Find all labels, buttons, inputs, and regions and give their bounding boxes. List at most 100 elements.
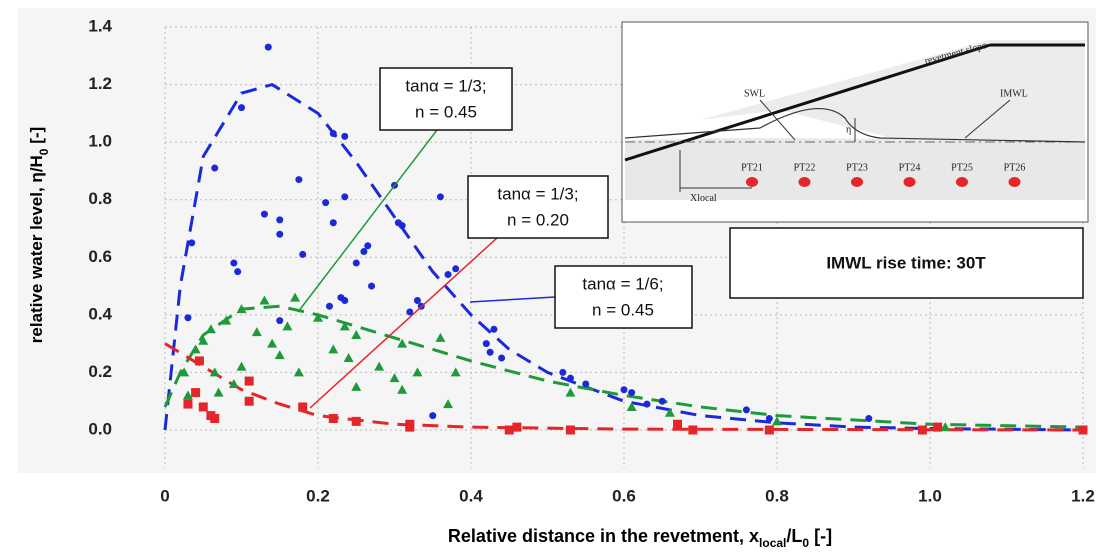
gauge-label: PT25 — [951, 162, 973, 173]
point — [298, 402, 308, 412]
x-tick-label: 0.2 — [306, 486, 330, 505]
point — [565, 425, 575, 435]
point — [450, 367, 461, 377]
point — [452, 265, 460, 273]
point — [443, 399, 454, 409]
annotation-box — [554, 265, 693, 329]
point — [397, 384, 408, 394]
point — [582, 380, 590, 388]
point — [360, 248, 368, 256]
point — [282, 321, 293, 331]
point — [182, 390, 193, 400]
point — [221, 315, 232, 325]
point — [179, 367, 190, 377]
axes: 0.0 0.2 0.4 0.6 0.8 1.0 1.2 1.4 0 0.2 0.4 0.6 0.8 1.0… — [27, 16, 1094, 550]
gauge-dot — [851, 177, 863, 187]
point — [343, 353, 354, 363]
point — [490, 325, 498, 333]
x-tick-label: 1.2 — [1071, 486, 1095, 505]
annotation: n = 0.20 — [507, 210, 569, 229]
point — [364, 242, 372, 250]
y-tick-label: 1.0 — [88, 132, 112, 151]
gauge-dot — [903, 177, 916, 187]
inset-label: Xlocal — [690, 193, 717, 204]
fit-curve — [163, 82, 1084, 432]
point — [1078, 425, 1088, 435]
inset-label: η — [846, 124, 851, 135]
point — [764, 425, 774, 435]
y-tick-label: 1.4 — [88, 16, 112, 35]
point — [405, 422, 415, 432]
point — [664, 407, 675, 417]
y-axis-title: relative water level, η/H0 [-] — [27, 127, 51, 343]
annotation: tanα = 1/6; — [582, 274, 663, 293]
point — [264, 43, 272, 51]
x-axis-title: /L — [786, 526, 802, 546]
annotation: IMWL rise time: 30T — [826, 253, 986, 272]
point — [259, 295, 270, 305]
gauge-label: PT21 — [741, 162, 763, 173]
point — [397, 338, 408, 348]
gauge-label: PT24 — [899, 162, 921, 173]
point — [325, 302, 333, 310]
y-tick-label: 0.8 — [88, 189, 112, 208]
inset-label: SWL — [744, 88, 765, 99]
point — [295, 176, 303, 184]
point — [329, 130, 337, 138]
point — [251, 327, 262, 337]
point — [444, 271, 452, 279]
point — [209, 367, 220, 377]
point — [267, 338, 278, 348]
point — [190, 344, 201, 354]
point — [742, 406, 750, 414]
point — [413, 296, 421, 304]
y-axis-title: [-] — [27, 127, 46, 149]
point — [184, 314, 192, 322]
pointer — [309, 237, 498, 409]
point — [276, 216, 284, 224]
point — [183, 399, 193, 409]
inset-label: local — [697, 193, 717, 204]
point — [236, 361, 247, 371]
point — [322, 199, 330, 207]
point — [512, 422, 522, 432]
x-tick-label: 0 — [160, 486, 169, 505]
point — [498, 354, 506, 362]
inset-label: X — [690, 193, 698, 204]
point — [658, 397, 666, 405]
point — [368, 282, 376, 290]
x-axis-title: Relative distance in the revetment, xloc… — [448, 526, 832, 550]
imwl-line — [624, 107, 1086, 143]
annotation: n = 0.45 — [592, 300, 654, 319]
point — [194, 356, 204, 366]
point — [276, 317, 284, 325]
annotation-box — [379, 67, 513, 131]
x-axis-title: Relative distance in the revetment, x — [448, 526, 759, 546]
point — [688, 425, 698, 435]
annotation-box — [729, 227, 1084, 299]
point — [328, 344, 339, 354]
points — [179, 43, 1088, 435]
point — [341, 132, 349, 140]
point — [329, 219, 337, 227]
gauge-label: PT26 — [1004, 162, 1026, 173]
y-tick-label: 1.2 — [88, 74, 112, 93]
point — [211, 164, 219, 172]
point — [389, 373, 400, 383]
gauge-dot — [746, 177, 758, 187]
point — [244, 396, 254, 406]
annotation: tanα = 1/3; — [405, 76, 486, 95]
point — [339, 321, 350, 331]
inset: revetment slope SWL IMWL η Xlocal PT21 PT… — [621, 21, 1089, 223]
armour-layer — [700, 40, 1085, 140]
point — [673, 419, 683, 429]
porous-layer — [625, 138, 1085, 200]
point — [772, 416, 782, 426]
point — [626, 401, 637, 411]
point — [565, 387, 576, 397]
point — [398, 222, 406, 230]
point — [435, 332, 446, 342]
x-axis-title: local — [759, 536, 786, 550]
point — [374, 361, 385, 371]
